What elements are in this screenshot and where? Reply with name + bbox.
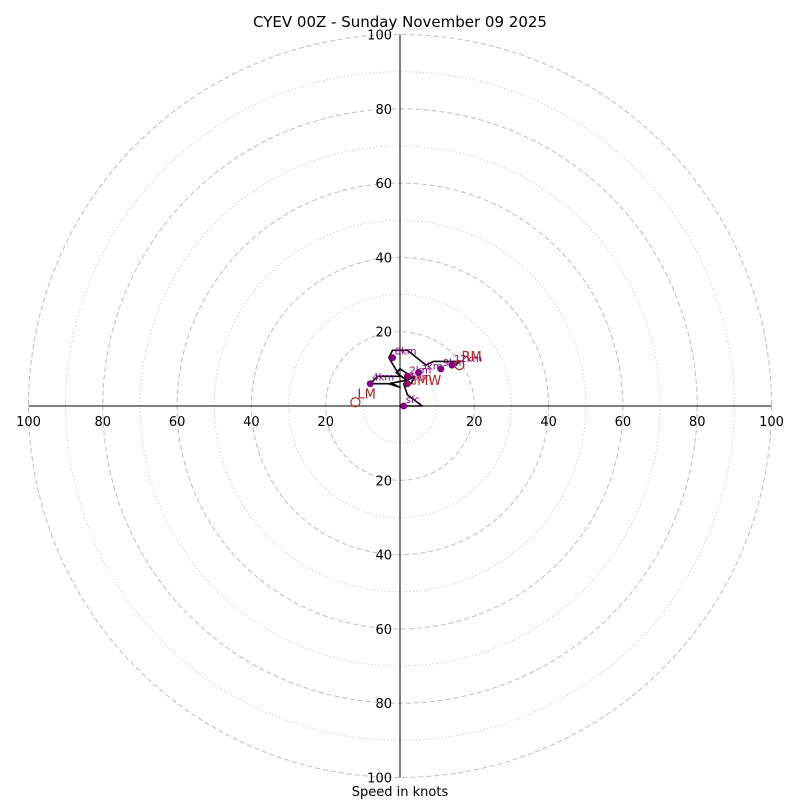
km-marker-dot: [415, 369, 423, 377]
x-tick-label-left: 40: [243, 415, 260, 430]
km-marker-label: 4km: [372, 373, 394, 384]
km-marker-dot: [400, 402, 408, 410]
y-tick-label-top: 20: [375, 326, 392, 341]
km-marker-label: 3km: [421, 362, 443, 373]
x-tick-label-right: 40: [540, 415, 557, 430]
km-marker-dot: [366, 380, 374, 388]
y-tick-label-top: 40: [375, 251, 392, 266]
km-marker-label: sfc: [406, 395, 420, 406]
km-marker-dot: [448, 361, 456, 369]
x-tick-label-left: 80: [95, 415, 112, 430]
x-tick-label-left: 100: [16, 415, 41, 430]
y-tick-label-bottom: 80: [375, 697, 392, 712]
y-tick-label-top: 60: [375, 177, 392, 192]
x-tick-label-right: 20: [466, 415, 483, 430]
axes: [28, 34, 772, 778]
tick-labels: 20 20 20 20 40 40 40 40 60 60 60 60 80 80 80 80 100 100 10…: [16, 29, 784, 787]
x-tick-label-left: 60: [169, 415, 186, 430]
y-tick-label-bottom: 40: [375, 549, 392, 564]
km-marker-label: 6km: [395, 347, 417, 358]
chart-title: CYEV 00Z - Sunday November 09 2025: [253, 13, 547, 31]
storm-motion-marker: [454, 360, 465, 371]
y-tick-label-top: 80: [375, 103, 392, 118]
km-marker-label: 1km: [409, 373, 431, 384]
y-tick-label-bottom: 20: [375, 474, 392, 489]
storm-motion-marker: [350, 397, 361, 408]
x-tick-label-left: 20: [317, 415, 334, 430]
storm-motion-label: LM: [357, 387, 375, 402]
mean-wind-marker: [406, 375, 416, 385]
y-tick-label-bottom: 60: [375, 623, 392, 638]
km-marker-dot: [389, 354, 397, 362]
x-axis-label: Speed in knots: [352, 785, 449, 800]
height-markers: sfc1km2km3km4km6km9km12km: [366, 347, 482, 410]
km-marker-dot: [437, 365, 445, 373]
y-tick-label-bottom: 100: [367, 772, 392, 787]
x-tick-label-right: 100: [759, 415, 784, 430]
storm-motion-label: RM: [461, 350, 481, 365]
x-tick-label-right: 80: [689, 415, 706, 430]
x-tick-label-right: 60: [615, 415, 632, 430]
km-marker-label: 12km: [454, 354, 482, 365]
mean-wind-label: MW: [417, 374, 441, 389]
storm-motion-markers: RM LM MW: [350, 350, 482, 408]
y-tick-label-top: 100: [367, 29, 392, 44]
